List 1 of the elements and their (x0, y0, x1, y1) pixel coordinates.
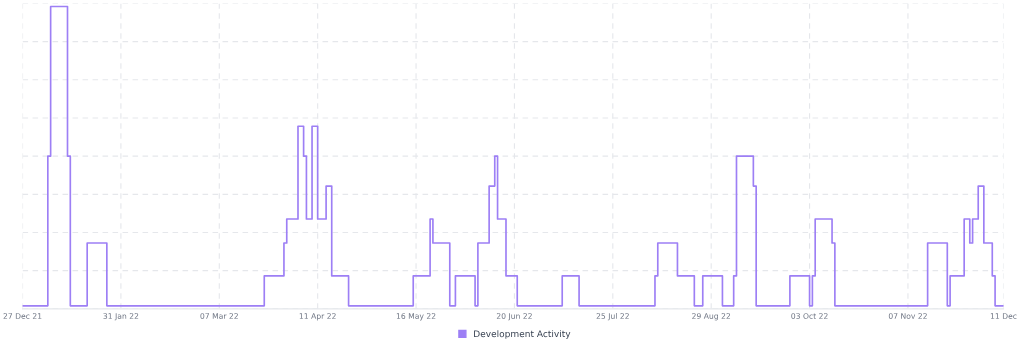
legend-label: Development Activity (474, 330, 571, 339)
